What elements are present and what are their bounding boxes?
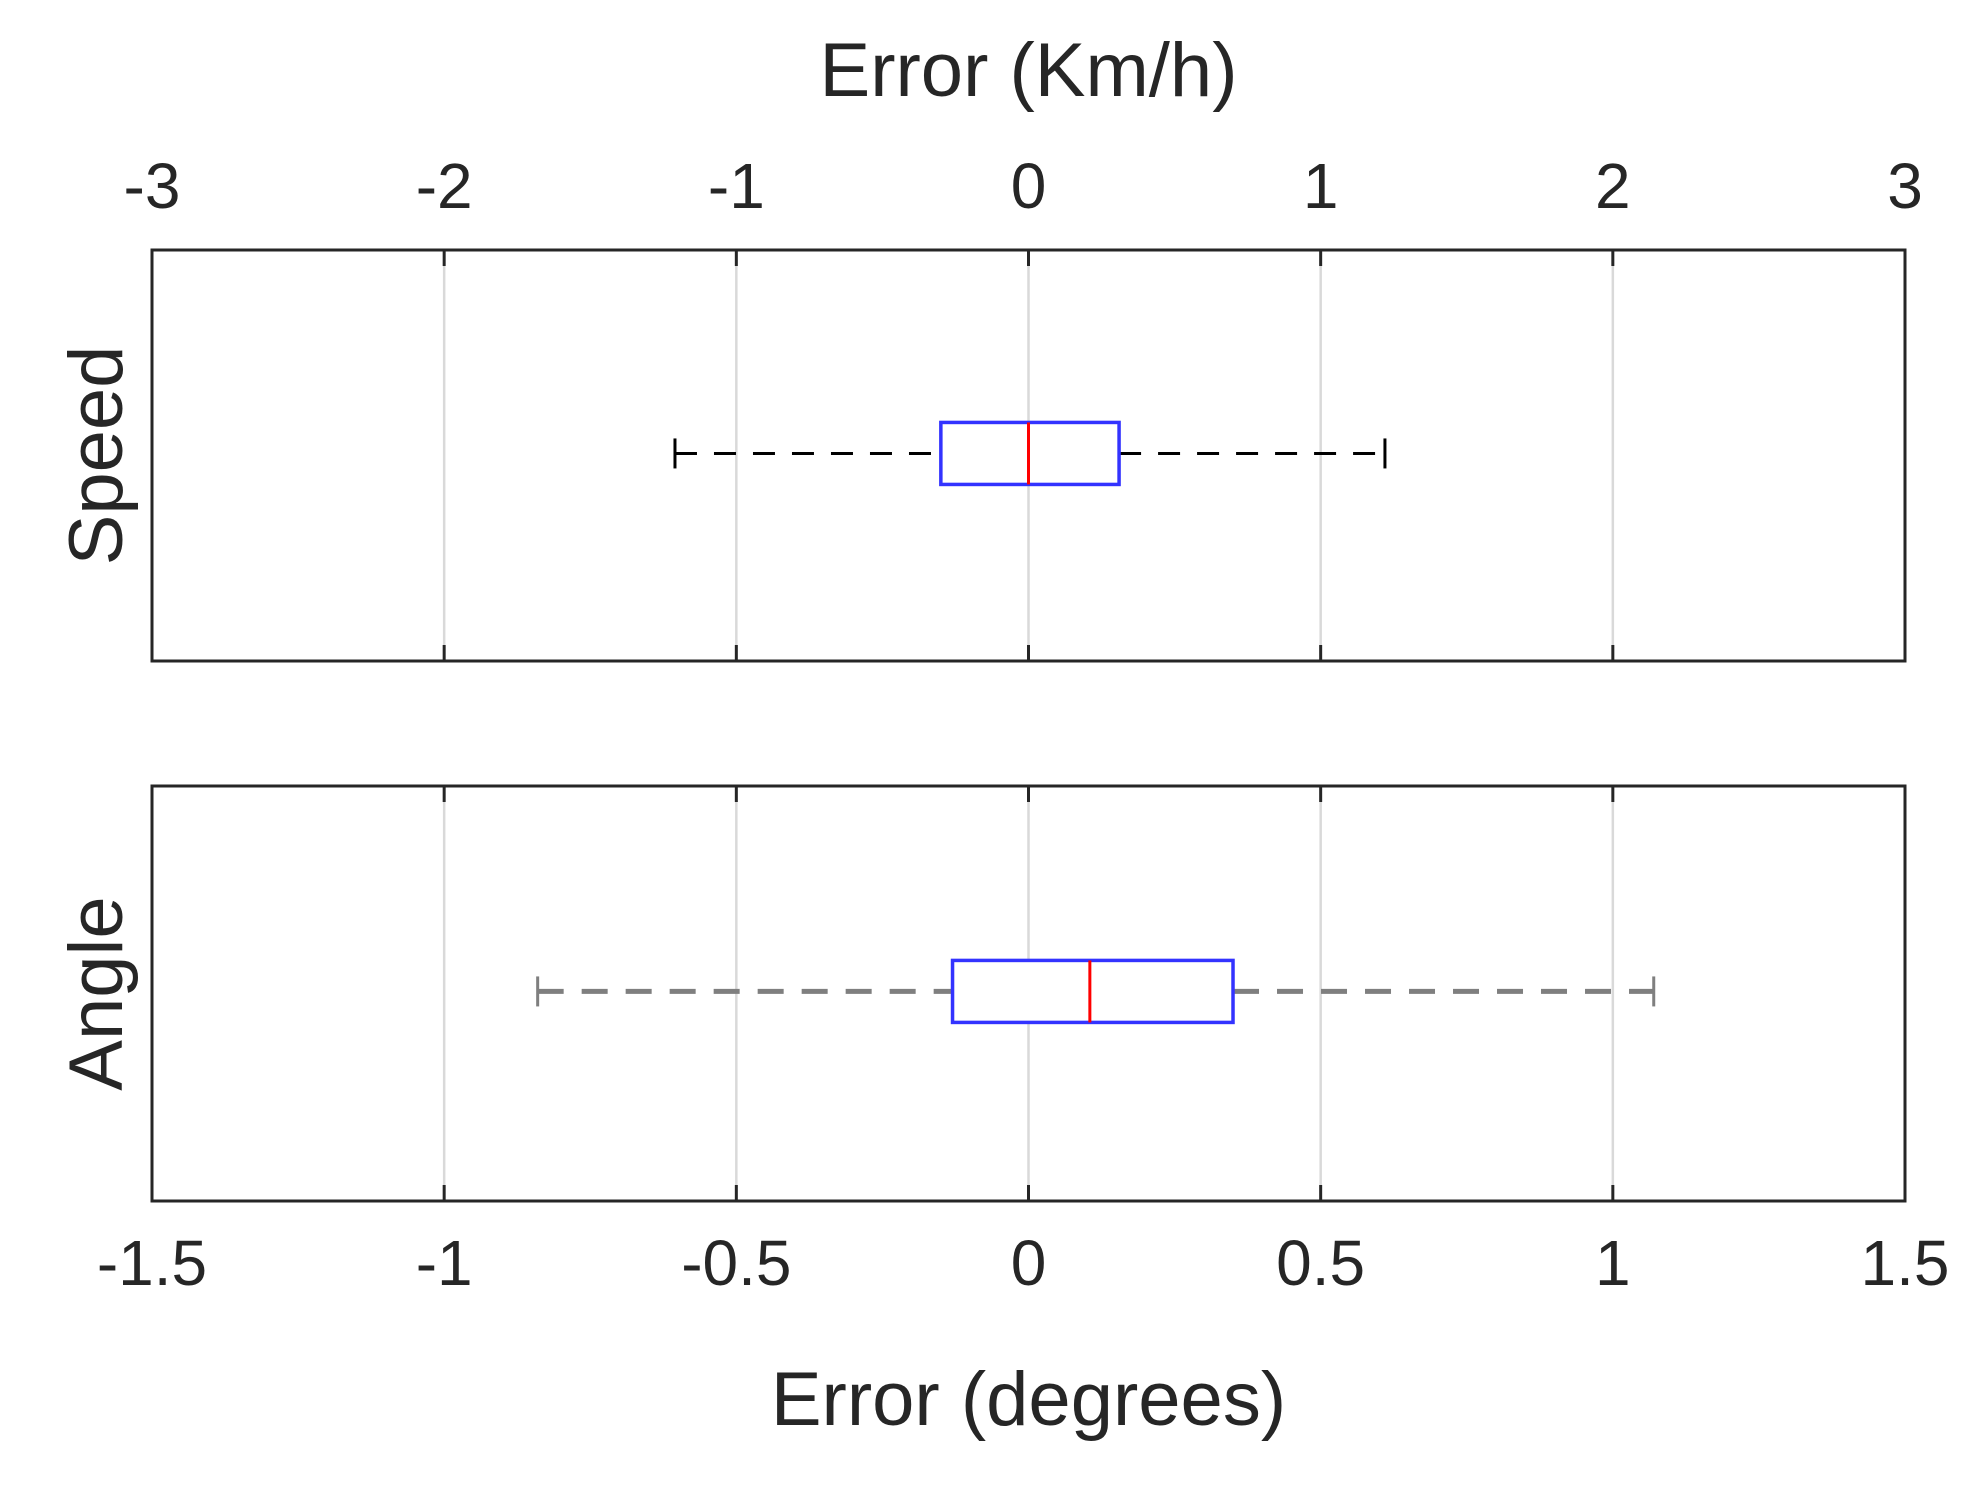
angle-iqr-box — [950, 958, 1235, 1025]
angle-x-tick-label: 1 — [1595, 1227, 1631, 1299]
angle-x-tick-label: -1 — [416, 1227, 473, 1299]
speed-x-tick-label: 0 — [1011, 150, 1047, 222]
angle-y-axis-title: Angle — [54, 896, 139, 1090]
speed-x-tick-label: -2 — [416, 150, 473, 222]
angle-x-ticks: -1.5 -1 -0.5 0 0.5 1 1.5 — [97, 786, 1950, 1299]
speed-x-tick-label: 1 — [1303, 150, 1339, 222]
speed-y-axis-title: Speed — [54, 346, 139, 566]
angle-x-axis-title: Error (degrees) — [771, 1357, 1286, 1442]
angle-boxplot — [536, 958, 1656, 1025]
speed-x-tick-label: -1 — [708, 150, 765, 222]
angle-x-tick-label: -1.5 — [97, 1227, 207, 1299]
angle-x-tick-label: -0.5 — [681, 1227, 791, 1299]
angle-x-tick-label: 0 — [1011, 1227, 1047, 1299]
angle-panel: -1.5 -1 -0.5 0 0.5 1 1.5 Error (degrees) Angle — [54, 784, 1950, 1442]
angle-x-tick-label: 0.5 — [1276, 1227, 1365, 1299]
speed-x-ticks: -3 -2 -1 0 1 2 3 — [124, 150, 1923, 661]
speed-x-tick-label: 2 — [1595, 150, 1631, 222]
speed-boxplot — [673, 420, 1387, 487]
speed-x-tick-label: 3 — [1887, 150, 1923, 222]
angle-x-tick-label: 1.5 — [1861, 1227, 1950, 1299]
speed-x-tick-label: -3 — [124, 150, 181, 222]
speed-panel: -3 -2 -1 0 1 2 3 Error (Km/h) Speed — [54, 28, 1923, 663]
speed-x-axis-title: Error (Km/h) — [820, 28, 1238, 113]
